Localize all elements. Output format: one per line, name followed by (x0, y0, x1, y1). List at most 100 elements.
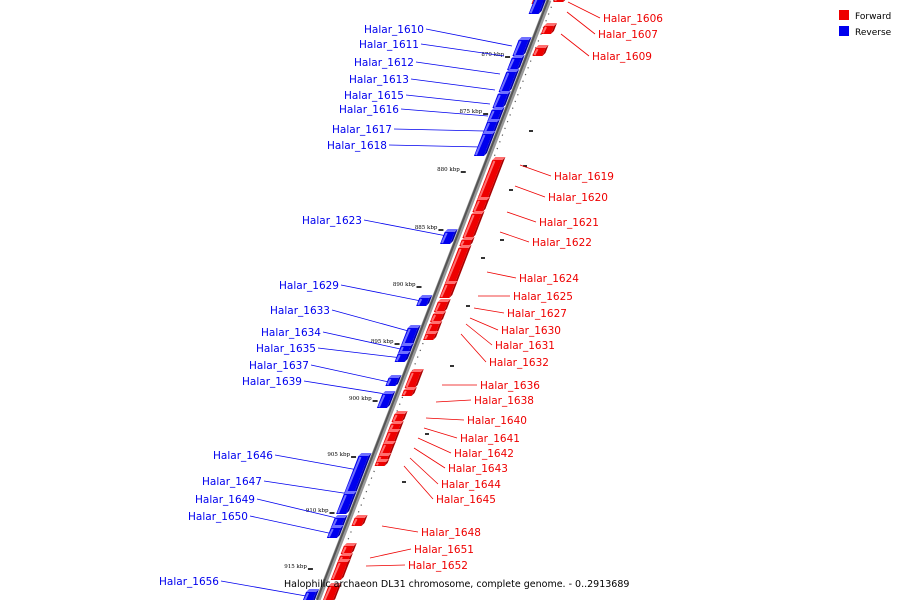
gene-label-halar-1615[interactable]: Halar_1615 (344, 90, 404, 102)
gene-feature-shade (340, 515, 348, 528)
gene-label-halar-1612[interactable]: Halar_1612 (354, 57, 414, 69)
gene-label-halar-1619[interactable]: Halar_1619 (554, 171, 614, 183)
gene-label-halar-1620[interactable]: Halar_1620 (548, 192, 608, 204)
gene-label-halar-1649[interactable]: Halar_1649 (195, 494, 255, 506)
gene-feature-halar-1630[interactable] (430, 311, 447, 322)
gene-label-halar-1633[interactable]: Halar_1633 (270, 305, 330, 317)
gene-feature-halar-1640[interactable] (391, 411, 408, 422)
gene-feature-top (482, 131, 496, 134)
gene-feature-halar-1651[interactable] (340, 543, 357, 554)
gene-feature-halar-1609[interactable] (540, 23, 557, 34)
gene-label-halar-1641[interactable]: Halar_1641 (460, 433, 520, 445)
gene-feature-halar-1622[interactable] (459, 237, 475, 246)
gene-label-halar-1642[interactable]: Halar_1642 (454, 448, 514, 460)
gene-label-halar-1637[interactable]: Halar_1637 (249, 360, 309, 372)
gene-label-halar-1607[interactable]: Halar_1607 (598, 29, 658, 41)
gene-label-halar-1625[interactable]: Halar_1625 (513, 291, 573, 303)
gene-label-halar-1638[interactable]: Halar_1638 (474, 395, 534, 407)
gene-feature-halar-1623[interactable] (440, 229, 458, 244)
gene-label-halar-1621[interactable]: Halar_1621 (539, 217, 599, 229)
gene-feature-halar-1648[interactable] (351, 515, 368, 526)
gene-feature-halar-1645[interactable] (374, 459, 390, 466)
gene-label-halar-1647[interactable]: Halar_1647 (202, 476, 262, 488)
gene-feature-halar-1632[interactable] (423, 331, 439, 340)
gene-feature-halar-1606[interactable] (553, 0, 570, 2)
label-leader-line (388, 144, 482, 148)
gene-feature-halar-1621[interactable] (462, 211, 485, 238)
gene-feature-halar-1650[interactable] (326, 525, 344, 538)
gene-feature[interactable] (322, 583, 342, 600)
gene-label-halar-1624[interactable]: Halar_1624 (519, 273, 579, 285)
gene-label-halar-1629[interactable]: Halar_1629 (279, 280, 339, 292)
gene-feature-shade (386, 391, 396, 408)
gene-feature-halar-1636[interactable] (404, 369, 424, 388)
gene-feature-highlight (440, 284, 448, 298)
gene-label-halar-1622[interactable]: Halar_1622 (532, 237, 592, 249)
gene-label-halar-1613[interactable]: Halar_1613 (349, 74, 409, 86)
gene-feature-halar-1646[interactable] (343, 453, 372, 494)
gene-feature[interactable] (330, 559, 351, 580)
gene-feature-shade (395, 375, 402, 386)
label-leader-line (322, 331, 406, 351)
gene-label-halar-1610[interactable]: Halar_1610 (364, 24, 424, 36)
gene-label-halar-1652[interactable]: Halar_1652 (408, 560, 468, 572)
gene-feature-shade (410, 325, 421, 348)
gene-feature-shade (433, 331, 439, 340)
gene-feature-halar-1656[interactable] (301, 589, 320, 600)
gene-label-halar-1651[interactable]: Halar_1651 (414, 544, 474, 556)
gene-label-halar-1631[interactable]: Halar_1631 (495, 340, 555, 352)
gene-label-halar-1639[interactable]: Halar_1639 (242, 376, 302, 388)
gene-feature-halar-1611[interactable] (512, 37, 532, 56)
gene-feature-halar-1629[interactable] (416, 295, 433, 306)
gene-feature-halar-1649[interactable] (330, 515, 348, 528)
gene-label-halar-1635[interactable]: Halar_1635 (256, 343, 316, 355)
gene-label-halar-1616[interactable]: Halar_1616 (339, 104, 399, 116)
gene-label-halar-1646[interactable]: Halar_1646 (213, 450, 273, 462)
gene-feature-halar-1615[interactable] (492, 91, 511, 108)
gene-feature-highlight (499, 72, 510, 92)
gene-feature-halar-1612[interactable] (507, 55, 525, 70)
chromosome-axis (315, 0, 552, 600)
gene-feature-halar-1625[interactable] (439, 281, 458, 298)
gene-label-halar-1630[interactable]: Halar_1630 (501, 325, 561, 337)
label-leader-line (566, 11, 596, 35)
gene-label-halar-1645[interactable]: Halar_1645 (436, 494, 496, 506)
gene-label-halar-1656[interactable]: Halar_1656 (159, 576, 219, 588)
gene-feature-shade (483, 131, 496, 156)
gene-feature-shade (538, 0, 546, 14)
gene-label-halar-1644[interactable]: Halar_1644 (441, 479, 501, 491)
gene-label-halar-1640[interactable]: Halar_1640 (467, 415, 527, 427)
gene-feature-halar-1624[interactable] (444, 245, 472, 284)
gene-feature-halar-1620[interactable] (472, 197, 490, 212)
gene-feature-shade (340, 559, 351, 580)
gene-label-halar-1627[interactable]: Halar_1627 (507, 308, 567, 320)
gene-feature-halar-1619[interactable] (476, 157, 506, 202)
gene-label-halar-1634[interactable]: Halar_1634 (261, 327, 321, 339)
gene-feature-highlight (337, 494, 347, 514)
gene-label-halar-1609[interactable]: Halar_1609 (592, 51, 652, 63)
gene-label-halar-1650[interactable]: Halar_1650 (188, 511, 248, 523)
gene-label-halar-1611[interactable]: Halar_1611 (359, 39, 419, 51)
gene-feature-halar-1613[interactable] (498, 69, 520, 92)
gene-label-halar-1606[interactable]: Halar_1606 (603, 13, 663, 25)
gene-feature-halar-1618[interactable] (473, 131, 496, 156)
gene-label-halar-1636[interactable]: Halar_1636 (480, 380, 540, 392)
gene-label-halar-1648[interactable]: Halar_1648 (421, 527, 481, 539)
gene-feature-highlight (402, 390, 407, 396)
gene-label-halar-1623[interactable]: Halar_1623 (302, 215, 362, 227)
gene-feature-halar-1627[interactable] (433, 299, 451, 312)
gene-label-halar-1643[interactable]: Halar_1643 (448, 463, 508, 475)
gene-feature-halar-1639[interactable] (376, 391, 396, 408)
gene-feature-halar-1637[interactable] (385, 375, 402, 386)
label-leader-line (420, 43, 505, 57)
gene-feature-halar-1610[interactable] (528, 0, 549, 14)
gene-label-halar-1617[interactable]: Halar_1617 (332, 124, 392, 136)
gene-label-halar-1632[interactable]: Halar_1632 (489, 357, 549, 369)
gene-feature-highlight (463, 214, 475, 238)
gene-feature-halar-1638[interactable] (401, 387, 417, 396)
gene-feature[interactable] (532, 45, 549, 56)
gene-feature-halar-1647[interactable] (336, 491, 357, 514)
gene-feature-halar-1635[interactable] (394, 351, 411, 362)
gene-label-halar-1618[interactable]: Halar_1618 (327, 140, 387, 152)
